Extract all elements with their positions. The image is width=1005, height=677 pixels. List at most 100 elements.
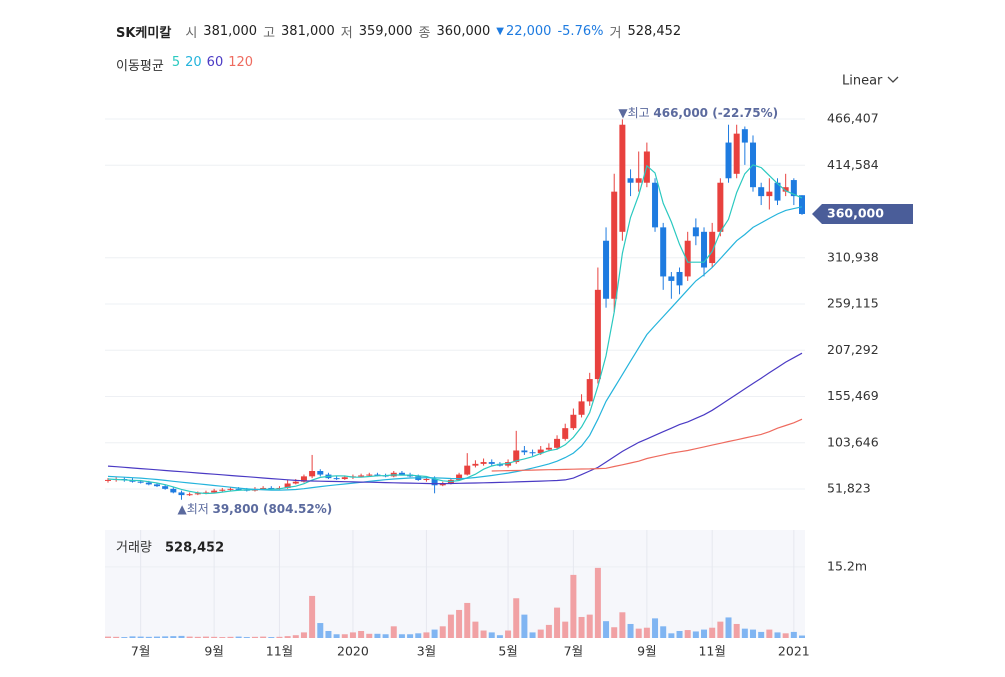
volume-bar bbox=[325, 630, 332, 638]
ma-line bbox=[107, 164, 803, 495]
legend-entry: 120 bbox=[228, 55, 254, 70]
volume-bar bbox=[390, 626, 397, 638]
x-tick-label: 5월 bbox=[498, 644, 517, 659]
volume-bar bbox=[276, 636, 283, 638]
volume-bar bbox=[423, 632, 430, 638]
volume-bar bbox=[505, 630, 512, 638]
volume-bar bbox=[398, 634, 405, 638]
candle-body bbox=[717, 182, 724, 232]
y-tick-label: 15.2m bbox=[827, 558, 867, 573]
candle-body bbox=[292, 481, 299, 484]
candle-body bbox=[782, 187, 789, 192]
volume-bar bbox=[366, 633, 373, 638]
volume-bar bbox=[284, 636, 291, 638]
volume-bar bbox=[545, 624, 552, 638]
value: 381,000 bbox=[281, 24, 335, 39]
y-tick-label: 414,584 bbox=[827, 157, 879, 172]
candle-body bbox=[145, 482, 152, 485]
candle-body bbox=[227, 488, 234, 490]
volume-bar bbox=[113, 636, 120, 638]
candle-body bbox=[162, 486, 169, 489]
volume-bar bbox=[790, 631, 797, 638]
candle-body bbox=[774, 182, 781, 201]
volume-bar bbox=[447, 614, 454, 638]
candle-body bbox=[260, 487, 267, 489]
x-tick-label: 9월 bbox=[204, 644, 223, 659]
candle-body bbox=[766, 191, 773, 197]
candle-body bbox=[790, 180, 797, 197]
volume-bar bbox=[309, 595, 316, 638]
volume-title: 거래량 bbox=[116, 541, 152, 556]
volume-bar bbox=[562, 621, 569, 638]
ma-legend: 이동평균 5 20 60 120 bbox=[116, 55, 253, 74]
volume-bar bbox=[480, 630, 487, 638]
candle-body bbox=[431, 479, 438, 486]
y-tick-label: 103,646 bbox=[827, 434, 879, 449]
candle-body bbox=[545, 447, 552, 450]
volume-bar bbox=[162, 636, 169, 638]
candle-body bbox=[137, 481, 144, 483]
volume-bar bbox=[578, 616, 585, 638]
candle-body bbox=[284, 483, 291, 488]
volume-bar bbox=[227, 636, 234, 638]
volume-bar bbox=[619, 612, 626, 638]
candle-body bbox=[268, 487, 275, 489]
volume-bar bbox=[537, 629, 544, 638]
volume-bar bbox=[178, 635, 185, 638]
candle-body bbox=[635, 178, 642, 183]
volume-pane bbox=[105, 530, 805, 638]
volume-bar bbox=[251, 636, 258, 638]
change-amount: 22,000 bbox=[505, 24, 552, 39]
volume-bar bbox=[799, 635, 805, 638]
volume-bar bbox=[725, 617, 732, 638]
ma-line bbox=[107, 352, 803, 485]
candle-body bbox=[668, 276, 675, 281]
volume-bar bbox=[464, 602, 471, 638]
label: 시 bbox=[185, 26, 198, 41]
volume-bar bbox=[358, 630, 365, 638]
value: 528,452 bbox=[627, 24, 682, 39]
volume-value: 528,452 bbox=[165, 541, 224, 556]
volume-bar bbox=[153, 636, 160, 638]
candle-body bbox=[439, 483, 446, 486]
scale-mode[interactable]: Linear bbox=[842, 74, 883, 89]
candle-body bbox=[456, 474, 463, 480]
volume-bar bbox=[603, 621, 610, 638]
candle-body bbox=[211, 490, 218, 493]
volume-bar bbox=[105, 636, 111, 638]
candle-body bbox=[578, 401, 585, 415]
candle-body bbox=[676, 271, 683, 286]
volume-bar bbox=[211, 636, 218, 638]
candle-body bbox=[219, 489, 226, 491]
candle-body bbox=[537, 449, 544, 454]
candle-body bbox=[300, 476, 307, 482]
scale-chevron[interactable] bbox=[887, 76, 899, 83]
candle-body bbox=[554, 438, 561, 448]
candle-body bbox=[586, 379, 593, 402]
volume-bar bbox=[782, 633, 789, 638]
volume-bar bbox=[635, 628, 642, 638]
volume-bar bbox=[684, 630, 691, 638]
candle-body bbox=[333, 478, 340, 480]
price-badge bbox=[812, 203, 913, 224]
volume-bar bbox=[202, 636, 209, 638]
candle-body bbox=[235, 488, 242, 490]
candle-body bbox=[758, 187, 765, 197]
volume-bar bbox=[415, 633, 422, 638]
annotation: 466,000 (-22.75%) bbox=[653, 106, 778, 120]
volume-bar bbox=[170, 636, 177, 638]
candle-body bbox=[105, 479, 111, 481]
candle-body bbox=[170, 488, 177, 493]
candle-body bbox=[513, 450, 520, 463]
candle-body bbox=[529, 452, 536, 454]
candle-body bbox=[186, 494, 193, 496]
candle-body bbox=[423, 479, 430, 481]
x-tick-label: 2021 bbox=[778, 644, 810, 659]
change-percent: -5.76% bbox=[557, 24, 604, 39]
annotation: 39,800 (804.52%) bbox=[212, 502, 332, 516]
volume-bar bbox=[439, 626, 446, 638]
volume-bar bbox=[521, 614, 528, 638]
candle-body bbox=[570, 414, 577, 429]
candle-body bbox=[733, 133, 740, 174]
label: 거 bbox=[609, 26, 622, 41]
